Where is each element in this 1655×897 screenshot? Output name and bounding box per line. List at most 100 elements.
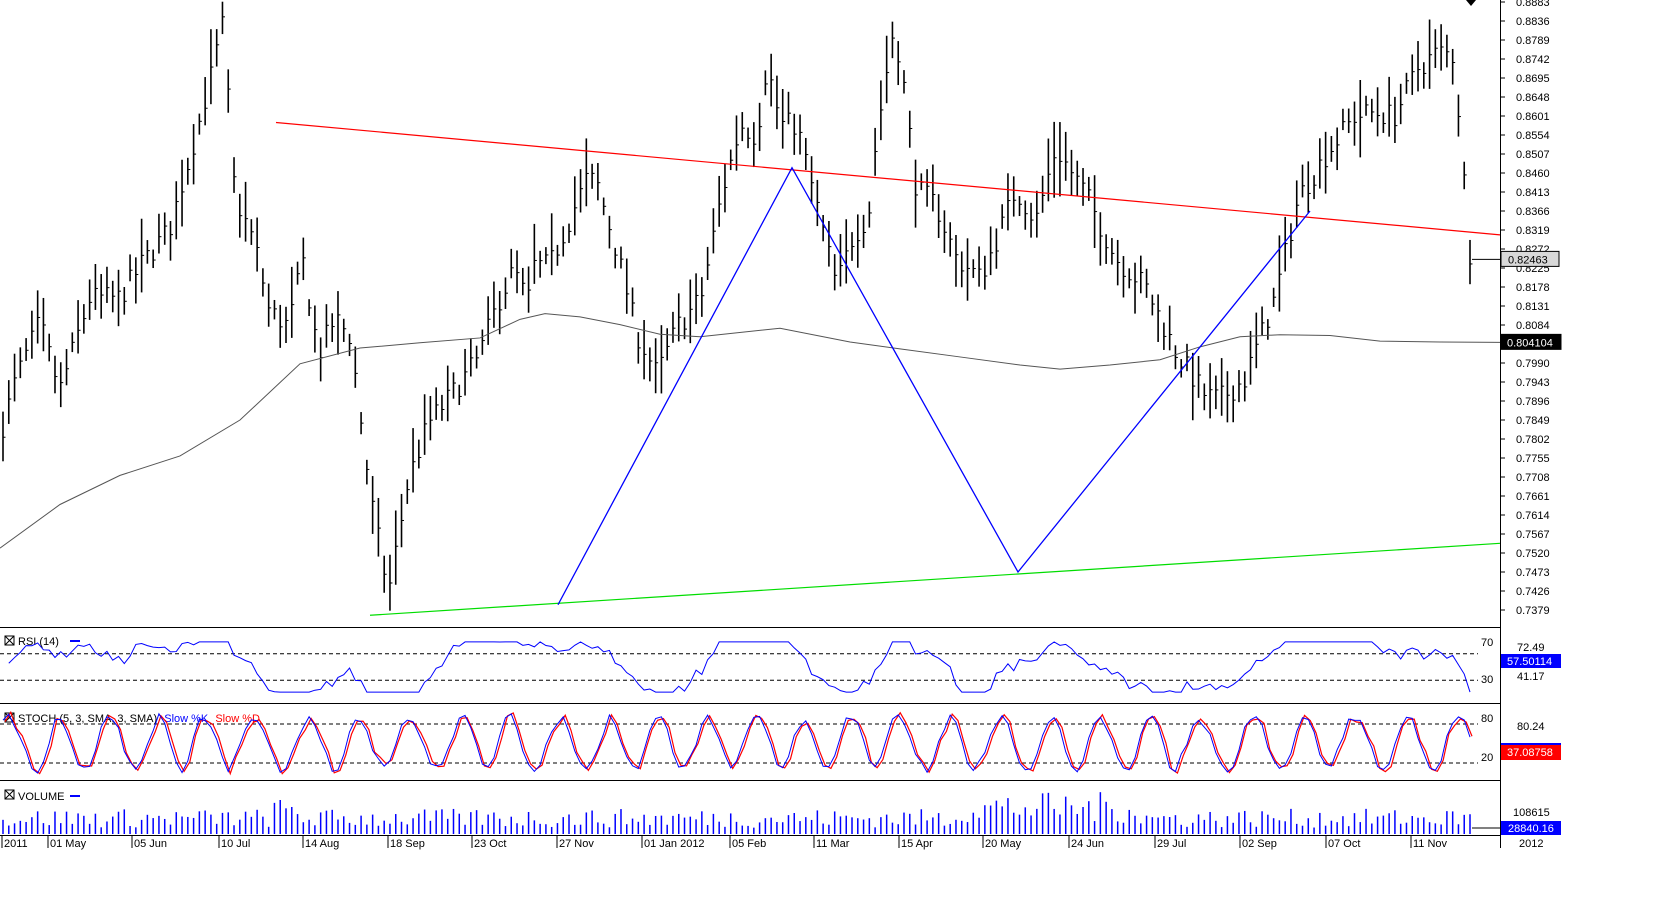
- price-bar: [366, 459, 370, 485]
- price-bar: [250, 219, 254, 245]
- price-bar: [1168, 305, 1173, 351]
- price-bar: [423, 394, 428, 455]
- price-bar: [36, 290, 41, 344]
- price-bar: [1359, 79, 1363, 158]
- price-y-tick: 0.7379: [1516, 605, 1550, 617]
- price-bar: [943, 210, 947, 253]
- price-bar: [562, 226, 566, 257]
- volume-checkbox-icon[interactable]: [4, 789, 15, 800]
- price-bar: [839, 234, 843, 287]
- price-bar: [747, 127, 751, 149]
- price-y-tick: 0.7473: [1516, 567, 1550, 579]
- price-bar: [1451, 48, 1456, 85]
- price-bar: [556, 244, 560, 266]
- price-y-axis: 0.8883 0.8836 0.8789 0.8742 0.8695 0.8648 0.86…: [1500, 0, 1550, 617]
- price-bar: [741, 112, 745, 142]
- stoch-current-d: 37.08758: [1507, 747, 1553, 759]
- price-bar: [891, 21, 895, 59]
- price-bar: [1093, 175, 1098, 248]
- price-bar: [706, 246, 711, 280]
- price-bars: [2, 1, 1473, 611]
- price-bar: [643, 320, 647, 380]
- time-tick: 11 Mar: [816, 838, 850, 850]
- price-bar: [1018, 196, 1023, 217]
- price-bar: [753, 122, 757, 168]
- price-bar: [1261, 306, 1265, 336]
- price-bar: [325, 304, 329, 348]
- rsi-label: RSI (14): [18, 636, 59, 648]
- price-y-tick: 0.8178: [1516, 282, 1550, 294]
- price-bar: [1105, 234, 1109, 264]
- price-bar: [1417, 41, 1421, 92]
- time-tick: 02 Sep: [1242, 838, 1277, 850]
- price-bar: [1012, 176, 1017, 217]
- price-bar: [903, 70, 907, 94]
- price-bar: [452, 372, 456, 399]
- time-tick: 2012: [1519, 838, 1543, 850]
- price-bar: [1290, 223, 1294, 259]
- price-bar: [360, 412, 364, 435]
- price-bar: [533, 223, 537, 284]
- price-bar: [129, 254, 133, 282]
- price-bar: [591, 163, 595, 189]
- price-y-tick: 0.7755: [1516, 453, 1550, 465]
- price-bar: [1394, 96, 1398, 144]
- price-bar: [1030, 202, 1034, 238]
- price-bar: [914, 159, 919, 228]
- price-bar: [1047, 138, 1051, 202]
- stoch-label: STOCH (5, 3, SMA, 3, SMA) Slow %K Slow %…: [18, 713, 260, 725]
- price-bar: [585, 138, 589, 207]
- price-bar: [377, 497, 381, 557]
- price-bar: [412, 428, 416, 493]
- price-bar: [314, 305, 318, 353]
- price-bar: [400, 493, 405, 548]
- time-tick: 07 Oct: [1328, 838, 1360, 850]
- price-bar: [960, 251, 965, 288]
- price-bar: [1082, 168, 1086, 206]
- price-bar: [169, 221, 173, 261]
- price-bar: [65, 349, 70, 386]
- price-bar: [394, 510, 399, 585]
- price-bar: [383, 555, 387, 593]
- price-bar: [152, 249, 156, 269]
- price-bar: [897, 41, 901, 86]
- price-bar: [1128, 268, 1132, 289]
- price-bar: [117, 269, 122, 327]
- rsi-checkbox-icon[interactable]: [4, 635, 15, 646]
- price-bar: [1457, 94, 1461, 137]
- price-bar: [966, 238, 971, 301]
- price-y-tick: 0.8554: [1516, 130, 1550, 142]
- time-tick: 20 May: [985, 838, 1022, 850]
- trendline-layer: [275, 121, 1501, 616]
- price-bar: [880, 80, 884, 141]
- price-bar: [677, 293, 682, 342]
- stoch-series-d: Slow %D: [215, 713, 260, 725]
- moving-average-line: [0, 313, 1501, 549]
- rsi-panel: RSI (14) 70 30 72.49 41.17 57.50114: [0, 635, 1561, 693]
- last-price-label: 0.82463: [1508, 254, 1548, 266]
- price-bar: [770, 53, 774, 107]
- price-bar: [135, 257, 139, 304]
- volume-top-value: 108615: [1513, 807, 1550, 819]
- stoch-top-value: 80.24: [1517, 721, 1545, 733]
- price-bar: [1347, 108, 1352, 134]
- price-bar: [273, 299, 277, 320]
- price-bar: [776, 75, 780, 130]
- time-tick: 27 Nov: [559, 838, 594, 850]
- price-panel: 0.8883 0.8836 0.8789 0.8742 0.8695 0.8648 0.86…: [0, 0, 1562, 617]
- price-bar: [475, 345, 480, 369]
- price-bar: [285, 306, 289, 343]
- chart-frame: [0, 0, 1501, 848]
- price-bar: [238, 193, 243, 238]
- price-bar: [1191, 352, 1196, 421]
- price-bar: [493, 281, 497, 328]
- price-bar: [926, 169, 930, 207]
- price-bar: [1122, 256, 1126, 298]
- volume-bars: [2, 792, 1500, 834]
- price-bar: [19, 347, 23, 379]
- price-y-tick: 0.8648: [1516, 92, 1550, 104]
- price-bar: [498, 291, 503, 335]
- price-bar: [418, 439, 422, 469]
- price-bar: [522, 267, 526, 296]
- price-bar: [1024, 200, 1028, 230]
